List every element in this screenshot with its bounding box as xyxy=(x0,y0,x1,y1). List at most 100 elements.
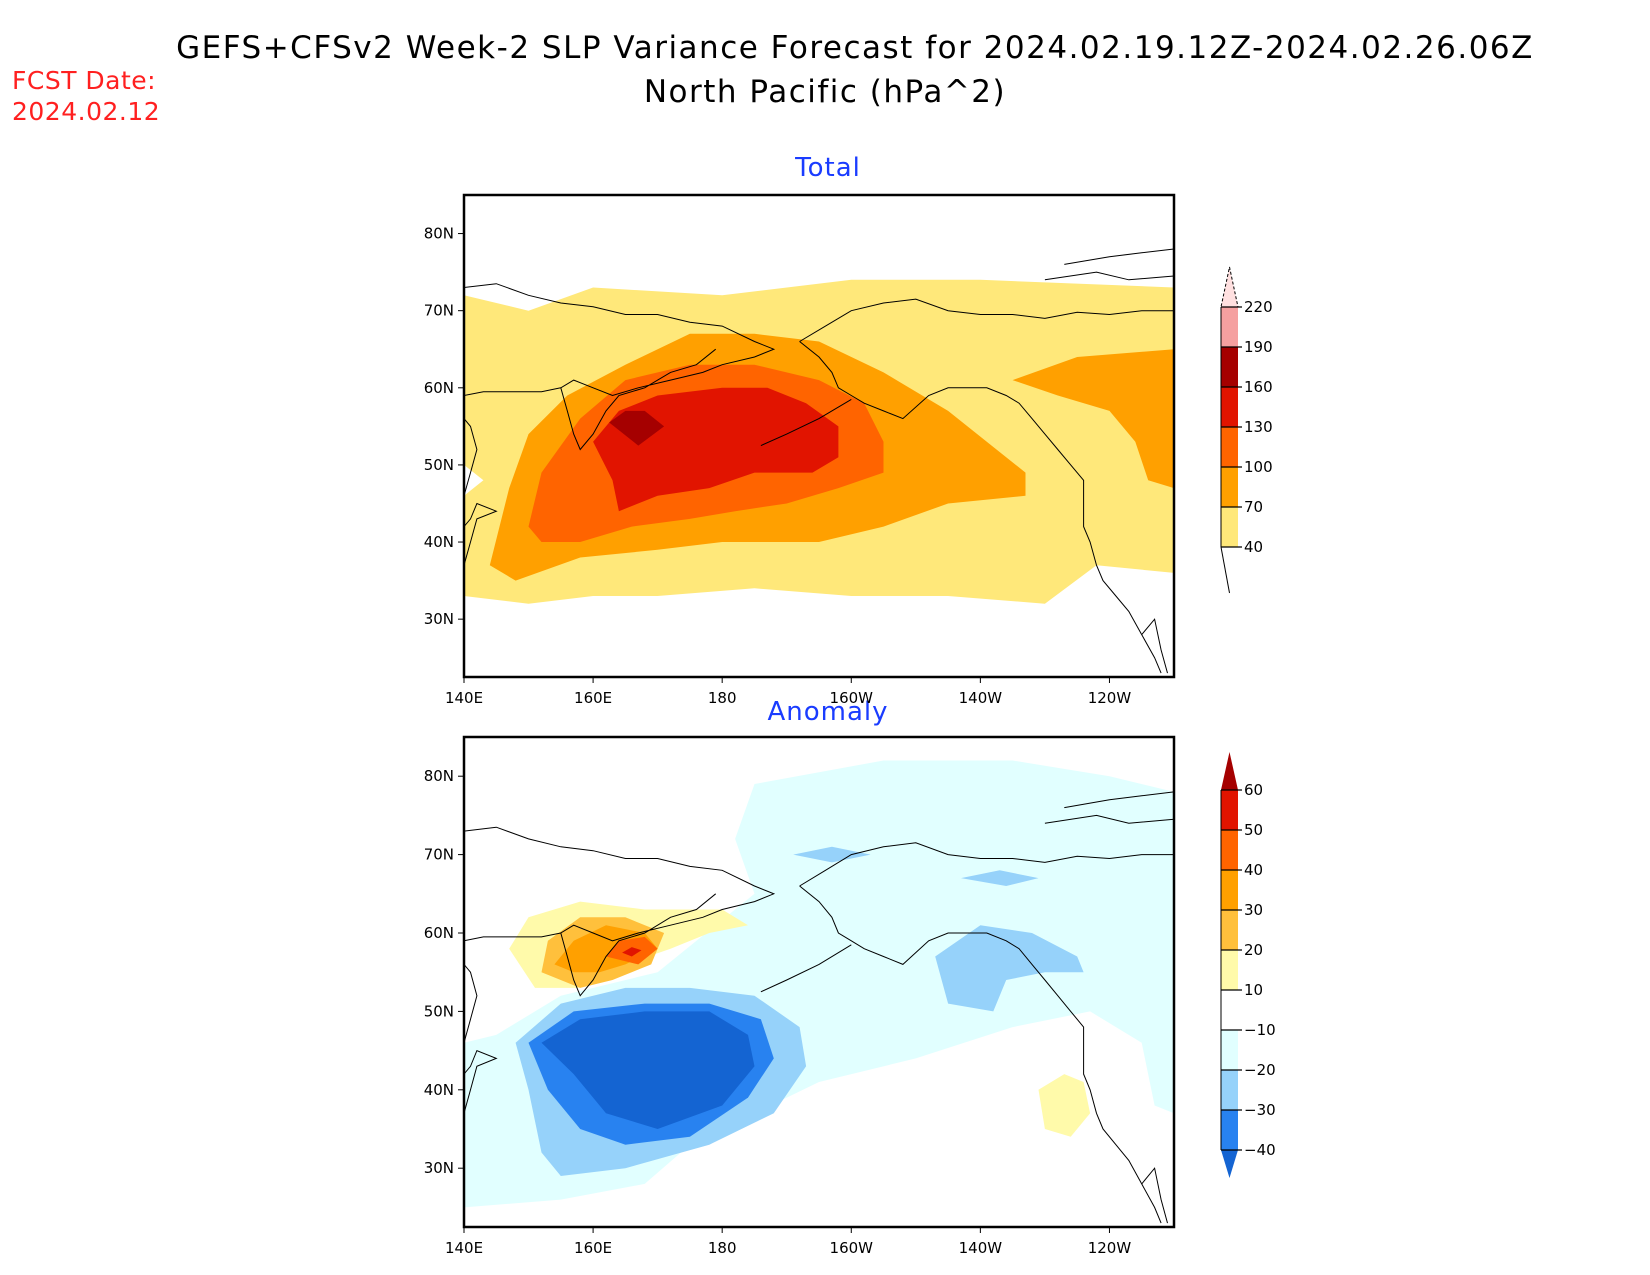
coastline xyxy=(1141,1167,1168,1224)
plot-frame xyxy=(462,193,1176,679)
y-tick-label: 30N xyxy=(424,610,454,628)
coastline xyxy=(799,298,1174,342)
y-tick-label: 40N xyxy=(424,1081,454,1099)
colorbar-label: 220 xyxy=(1244,298,1273,316)
x-tick-label: 120W xyxy=(1088,1239,1132,1257)
y-tick-label: 70N xyxy=(424,846,454,864)
colorbar-label: −40 xyxy=(1244,1141,1276,1159)
panel-title-anomaly: Anomaly xyxy=(767,697,889,727)
y-tick-label: 80N xyxy=(424,225,454,243)
main-title: GEFS+CFSv2 Week-2 SLP Variance Forecast … xyxy=(176,30,1534,66)
y-tick-label: 80N xyxy=(424,767,454,785)
colorbar-segment xyxy=(1221,507,1238,547)
colorbar-segment xyxy=(1221,467,1238,507)
colorbar-label: −10 xyxy=(1244,1021,1276,1039)
contour-region xyxy=(935,925,1084,1012)
contour-region xyxy=(1038,1074,1091,1137)
colorbar-upper-extension xyxy=(1220,266,1239,308)
colorbar-lower-extension xyxy=(1221,547,1238,593)
colorbar-anomaly: −40 −30 −20 −10 10 20 30 40 50 60 xyxy=(1220,752,1276,1178)
contour-region xyxy=(1012,349,1174,489)
colorbar-segment xyxy=(1221,950,1238,990)
colorbar-label: 40 xyxy=(1244,861,1263,879)
colorbar-label: −20 xyxy=(1244,1061,1276,1079)
colorbar-segment xyxy=(1221,830,1238,870)
y-tick-label: 60N xyxy=(424,379,454,397)
x-tick-label: 160W xyxy=(830,1239,874,1257)
coastline xyxy=(760,944,852,993)
colorbar-segment xyxy=(1221,1070,1238,1110)
fcst-date-value: 2024.02.12 xyxy=(12,97,161,126)
colorbar-segment xyxy=(1221,910,1238,950)
x-tick-label: 140E xyxy=(445,689,483,707)
coastline xyxy=(464,964,478,1043)
map-panel-anomaly: 140E 160E 180 160W 140W 120W 30N 40N 50N 60N 70N 80… xyxy=(424,735,1276,1257)
x-tick-label: 180 xyxy=(708,689,737,707)
coastline xyxy=(799,885,1162,1224)
coastline xyxy=(1064,248,1174,265)
colorbar-label: 160 xyxy=(1244,378,1273,396)
coastline xyxy=(1044,814,1174,824)
subtitle: North Pacific (hPa^2) xyxy=(643,74,1007,110)
fcst-date-label: FCST Date: xyxy=(12,66,157,95)
coastline xyxy=(464,502,498,566)
contour-region xyxy=(609,410,665,446)
colorbar-label: 10 xyxy=(1244,981,1263,999)
coastline xyxy=(1141,618,1168,674)
y-tick-label: 50N xyxy=(424,1002,454,1020)
colorbar-segment xyxy=(1221,790,1238,830)
x-tick-label: 140W xyxy=(959,689,1003,707)
plot-frame xyxy=(462,735,1176,1229)
colorbar-extension-edge xyxy=(1220,546,1230,594)
colorbar-segment xyxy=(1221,427,1238,467)
coastline xyxy=(1044,271,1174,281)
y-tick-label: 70N xyxy=(424,302,454,320)
coastline xyxy=(464,387,561,396)
coastline xyxy=(464,1049,498,1114)
x-tick-label: 140W xyxy=(959,1239,1003,1257)
coastline xyxy=(464,418,478,496)
x-tick-label: 140E xyxy=(445,1239,483,1257)
colorbar-lower-extension xyxy=(1221,1150,1238,1178)
colorbar-segment xyxy=(1221,1030,1238,1070)
y-tick-label: 30N xyxy=(424,1159,454,1177)
map-panel-total: 140E 160E 180 160W 140W 120W 30N 40N 50N 60N 70N 80… xyxy=(424,193,1273,707)
coastline xyxy=(799,842,1174,887)
colorbar-segment xyxy=(1221,307,1238,347)
contour-region xyxy=(961,870,1039,886)
coastline xyxy=(464,932,561,942)
coastline xyxy=(464,283,776,451)
coastline xyxy=(799,341,1162,674)
x-tick-label: 160E xyxy=(574,689,612,707)
coastline xyxy=(464,826,776,997)
colorbar-label: 190 xyxy=(1244,338,1273,356)
colorbar-segment xyxy=(1221,347,1238,387)
y-tick-label: 40N xyxy=(424,533,454,551)
panel-title-total: Total xyxy=(795,153,861,183)
colorbar-label: 40 xyxy=(1244,538,1263,556)
contour-region xyxy=(593,387,839,512)
x-tick-label: 120W xyxy=(1088,689,1132,707)
colorbar-label: 50 xyxy=(1244,821,1263,839)
colorbar-segment xyxy=(1221,990,1238,1030)
y-tick-label: 60N xyxy=(424,924,454,942)
colorbar-segment xyxy=(1221,1110,1238,1150)
contour-region xyxy=(541,1011,755,1129)
x-tick-label: 160E xyxy=(574,1239,612,1257)
colorbar-label: 60 xyxy=(1244,781,1263,799)
colorbar-label: 70 xyxy=(1244,498,1263,516)
contour-region xyxy=(622,947,642,957)
colorbar-label: 20 xyxy=(1244,941,1263,959)
colorbar-label: −30 xyxy=(1244,1101,1276,1119)
contour-region xyxy=(793,846,871,863)
coastline xyxy=(1064,791,1174,809)
x-tick-label: 180 xyxy=(708,1239,737,1257)
y-tick-label: 50N xyxy=(424,456,454,474)
colorbar-segment xyxy=(1221,870,1238,910)
colorbar-total: 40 70 100 130 160 190 220 xyxy=(1220,266,1273,594)
colorbar-label: 130 xyxy=(1244,418,1273,436)
coastline xyxy=(760,398,852,447)
colorbar-label: 100 xyxy=(1244,458,1273,476)
colorbar-label: 30 xyxy=(1244,901,1263,919)
